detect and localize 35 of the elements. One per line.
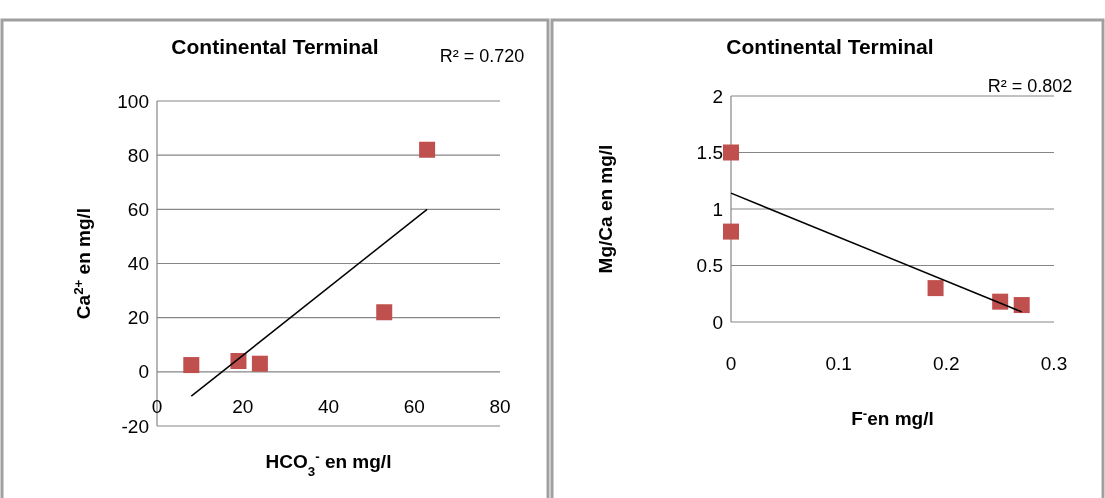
y-tick-label: 0.5 [696,255,723,277]
y-tick-label: 100 [117,90,149,112]
point [376,304,393,321]
y-tick-label: 80 [127,144,149,166]
chart-title: Continental Terminal [171,35,379,58]
y-tick-label: 1.5 [696,142,723,164]
point [1013,297,1030,314]
x-tick-label: 0 [725,353,737,374]
text: R² = 0.720 [439,46,525,66]
x-tick-label: 0.3 [1040,353,1068,374]
chart-title: Continental Terminal [726,35,934,58]
y-tick-label: 2 [712,85,723,107]
y-tick-label: 0 [712,311,723,333]
point [723,144,739,161]
point [927,280,944,297]
y-axis-title: Mg/Ca en mg/l [595,144,616,274]
y-tick-label: 40 [127,253,149,275]
x-tick-label: 0 [151,396,163,417]
x-axis-title: F$^{-}$en mg/l [851,405,934,429]
x-tick-label: 60 [403,396,425,417]
x-tick-label: 80 [489,396,511,417]
x-tick-label: 0.1 [825,353,852,374]
annotation: R² = 0.802 [987,76,1073,96]
x-axis-title: HCO$_{3}$$^{-}$ en mg/l [265,448,392,479]
point [723,223,739,240]
y-tick-label: 60 [127,198,149,220]
y-tick-label: 1 [712,198,723,220]
x-tick-label: 40 [317,396,340,417]
point [419,141,436,158]
y-tick-label: -20 [121,415,149,437]
y-tick-label: 20 [127,307,149,329]
point [251,355,268,372]
x-tick-label: 20 [232,396,254,417]
point [183,357,200,374]
x-tick-label: 0.2 [933,353,960,374]
